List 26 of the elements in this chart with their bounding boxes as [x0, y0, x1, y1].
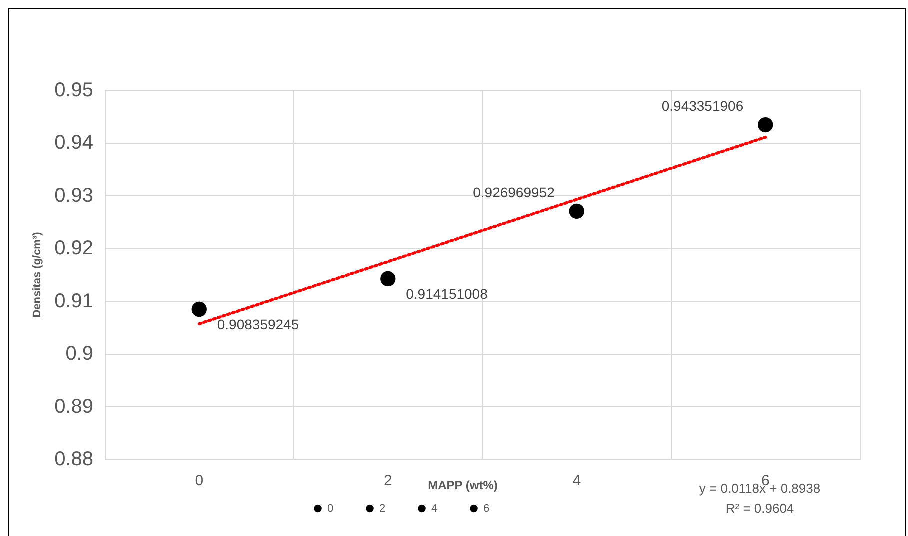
data-label: 0.908359245	[217, 316, 300, 333]
y-tick-label: 0.88	[54, 448, 94, 470]
point	[569, 204, 584, 219]
legend-label: 4	[432, 502, 438, 515]
legend-label: 0	[328, 502, 334, 515]
point	[192, 302, 207, 318]
x-tick-label: 0	[195, 472, 204, 490]
legend-label: 6	[484, 502, 490, 515]
data-label: 0.943351906	[662, 98, 744, 114]
legend-label: 2	[380, 502, 386, 515]
y-tick-label: 0.92	[54, 238, 94, 260]
y-tick-label: 0.94	[54, 132, 94, 154]
y-axis-title: Densitas (g/cm³)	[32, 232, 44, 318]
x-tick-label: 4	[572, 472, 582, 490]
x-tick-label: 2	[384, 472, 392, 490]
y-tick-label: 0.93	[54, 184, 94, 207]
point	[380, 271, 396, 287]
x-axis-title: MAPP (wt%)	[428, 478, 498, 492]
data-label: 0.914151008	[406, 286, 488, 302]
y-tick-label: 0.9	[66, 343, 94, 366]
text: R² = 0.9604	[726, 501, 794, 516]
y-tick-label: 0.89	[54, 396, 94, 418]
data-label: 0.926969952	[473, 184, 556, 200]
point	[758, 117, 774, 133]
y-tick-label: 0.95	[54, 80, 94, 102]
y-tick-label: 0.91	[54, 290, 94, 312]
